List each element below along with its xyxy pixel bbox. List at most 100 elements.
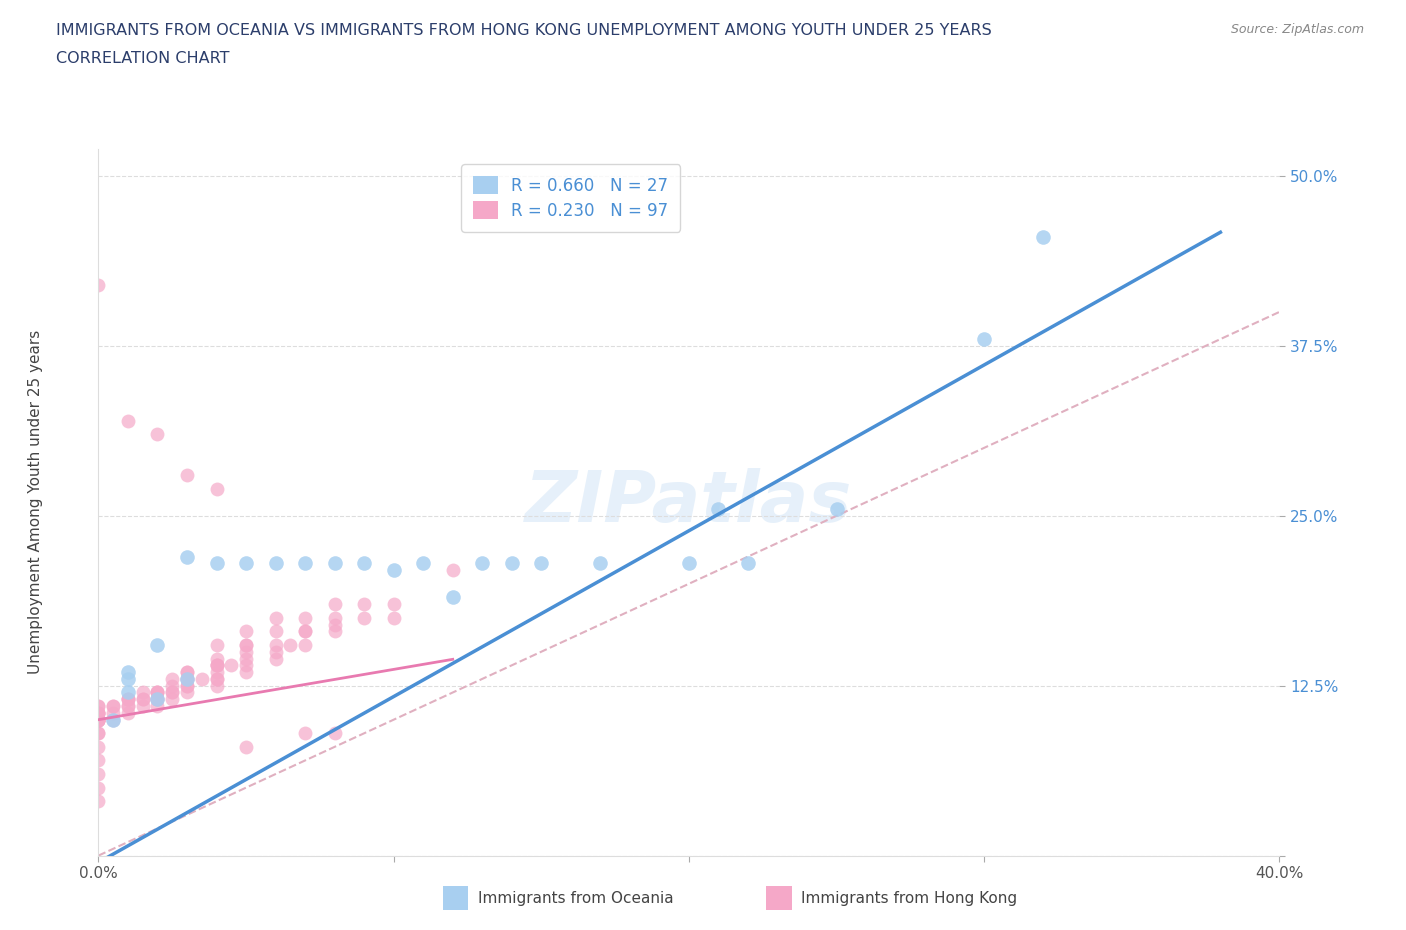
Point [205,658,228,672]
Point [132,685,155,700]
Point [87,698,110,713]
Point [323,556,346,571]
Point [530,556,553,571]
Point [146,685,169,700]
Point [294,637,316,652]
Point [205,671,228,686]
Point [146,685,169,700]
Point [294,556,316,571]
Point [176,468,198,483]
Point [87,706,110,721]
Point [235,739,257,754]
Point [132,692,155,707]
Point [264,624,287,639]
Point [264,644,287,659]
Point [471,556,494,571]
Point [117,692,139,707]
Point [87,712,110,727]
Point [1032,230,1054,245]
Point [87,794,110,809]
Point [264,651,287,666]
Point [205,658,228,672]
Point [87,753,110,768]
Point [176,671,198,686]
Point [103,712,125,727]
Point [412,556,434,571]
Point [146,692,169,707]
Point [117,698,139,713]
Point [205,637,228,652]
Point [353,556,375,571]
Point [264,610,287,625]
Point [162,692,183,707]
Point [353,597,375,612]
Point [235,624,257,639]
Point [176,665,198,680]
Point [146,698,169,713]
Point [117,685,139,700]
Point [382,563,405,578]
Point [235,637,257,652]
Point [176,549,198,564]
Point [176,678,198,693]
Point [278,637,302,652]
Point [176,665,198,680]
Point [176,678,198,693]
Text: IMMIGRANTS FROM OCEANIA VS IMMIGRANTS FROM HONG KONG UNEMPLOYMENT AMONG YOUTH UN: IMMIGRANTS FROM OCEANIA VS IMMIGRANTS FR… [56,23,993,38]
Point [162,685,183,700]
Text: Unemployment Among Youth under 25 years: Unemployment Among Youth under 25 years [28,330,42,674]
Point [235,665,257,680]
Point [87,706,110,721]
Point [205,658,228,672]
Text: Source: ZipAtlas.com: Source: ZipAtlas.com [1230,23,1364,36]
Text: Immigrants from Hong Kong: Immigrants from Hong Kong [801,891,1018,906]
Point [323,610,346,625]
Point [825,501,848,516]
Point [441,563,464,578]
Point [205,671,228,686]
Point [501,556,523,571]
Point [87,766,110,781]
Point [441,590,464,604]
Point [235,637,257,652]
Point [323,624,346,639]
Point [162,685,183,700]
Point [176,671,198,686]
Point [219,658,242,672]
Point [87,780,110,795]
Point [146,685,169,700]
Point [146,692,169,707]
Point [87,277,110,292]
Point [87,698,110,713]
Point [117,665,139,680]
Point [87,712,110,727]
Point [205,678,228,693]
Point [382,597,405,612]
Point [707,501,730,516]
Point [323,618,346,632]
Point [132,692,155,707]
Point [191,671,214,686]
Point [205,665,228,680]
Point [146,692,169,707]
Point [146,427,169,442]
Point [87,725,110,740]
Point [323,597,346,612]
Point [264,637,287,652]
Legend: R = 0.660   N = 27, R = 0.230   N = 97: R = 0.660 N = 27, R = 0.230 N = 97 [461,165,681,232]
Point [87,706,110,721]
Point [87,712,110,727]
Text: CORRELATION CHART: CORRELATION CHART [56,51,229,66]
Point [205,651,228,666]
Point [737,556,759,571]
Point [87,712,110,727]
Point [176,685,198,700]
Point [162,671,183,686]
Point [87,706,110,721]
Point [117,671,139,686]
Point [103,698,125,713]
Point [117,692,139,707]
Point [117,413,139,428]
Point [973,332,995,347]
Point [323,725,346,740]
